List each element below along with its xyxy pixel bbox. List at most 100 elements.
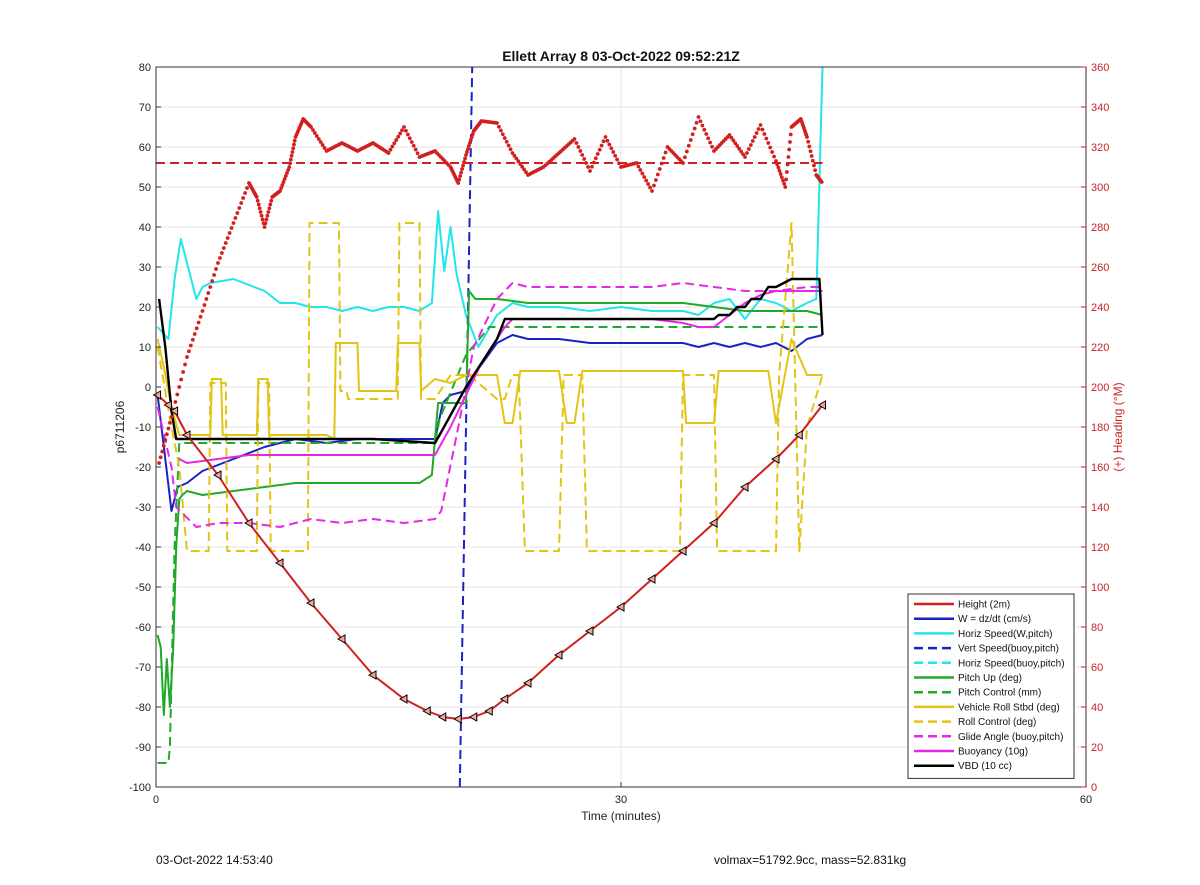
- y2-tick-label: 0: [1091, 782, 1097, 794]
- heading-point: [292, 138, 297, 143]
- heading-point: [588, 169, 592, 173]
- height-marker: [181, 430, 191, 440]
- heading-point: [582, 157, 587, 161]
- heading-point: [756, 127, 761, 131]
- heading-point: [394, 138, 399, 142]
- heading-point: [181, 370, 186, 374]
- heading-point: [739, 149, 744, 154]
- heading-point: [390, 144, 395, 149]
- heading-point: [508, 147, 513, 152]
- heading-point: [216, 261, 220, 265]
- y-axis-label: p6711206: [113, 400, 127, 453]
- heading-point: [221, 246, 226, 250]
- heading-point: [188, 343, 193, 348]
- heading-point: [760, 127, 765, 132]
- height-marker: [274, 558, 284, 568]
- heading-point: [262, 225, 267, 229]
- heading-point: [819, 180, 824, 184]
- y-tick-label: -10: [135, 422, 151, 434]
- heading-point: [259, 213, 264, 218]
- y-tick-label: -90: [135, 742, 151, 754]
- heading-point: [500, 132, 505, 137]
- heading-point: [243, 191, 248, 195]
- heading-point: [611, 150, 616, 154]
- height-marker: [677, 546, 687, 556]
- height-marker: [152, 390, 162, 400]
- height-marker: [817, 400, 826, 410]
- series-layer: [152, 66, 826, 788]
- heading-point: [465, 150, 469, 154]
- heading-point: [283, 174, 288, 178]
- heading-point: [653, 178, 658, 182]
- y-tick-label: 80: [139, 62, 151, 74]
- heading-point: [264, 217, 269, 222]
- heading-point: [457, 177, 462, 182]
- heading-point: [762, 132, 767, 136]
- heading-point: [812, 163, 816, 168]
- heading-point: [464, 153, 468, 157]
- y2-tick-label: 300: [1091, 182, 1109, 194]
- legend-label: Vert Speed(buoy,pitch): [958, 644, 1059, 655]
- legend-box: [907, 593, 1075, 779]
- legend: Height (2m) W = dz/dt (cm/s) Horiz Speed(W…: [907, 593, 1075, 779]
- height-marker: [169, 406, 179, 416]
- heading-point: [316, 137, 321, 141]
- heading-point: [161, 443, 166, 448]
- height-marker: [522, 678, 532, 688]
- heading-point: [650, 189, 654, 193]
- legend-label: Horiz Speed(W,pitch): [958, 629, 1052, 640]
- legend-label: Pitch Control (mm): [958, 688, 1041, 699]
- heading-point: [640, 171, 645, 176]
- heading-point: [458, 174, 463, 178]
- heading-point: [461, 163, 465, 168]
- y2-tick-label: 100: [1091, 582, 1109, 594]
- y2-tick-label: 140: [1091, 502, 1109, 514]
- heading-point: [200, 309, 205, 313]
- legend-label: Buoyancy (10g): [958, 747, 1028, 758]
- y-tick-label: 60: [139, 142, 151, 154]
- heading-point: [586, 165, 590, 169]
- height-marker: [794, 430, 803, 440]
- heading-point: [504, 139, 509, 144]
- height-marker: [499, 694, 509, 704]
- heading-point: [169, 415, 174, 419]
- heading-point: [158, 455, 163, 460]
- heading-point: [320, 143, 325, 147]
- heading-point: [605, 138, 610, 143]
- heading-point: [745, 151, 749, 155]
- heading-point: [185, 355, 189, 359]
- series-height-2m: [156, 394, 824, 720]
- heading-point: [407, 136, 412, 141]
- heading-point: [286, 168, 291, 172]
- heading-point: [646, 182, 651, 186]
- heading-point: [229, 226, 234, 230]
- heading-point: [288, 157, 293, 162]
- heading-point: [731, 138, 736, 143]
- heading-point: [512, 153, 517, 158]
- heading-point: [514, 156, 519, 161]
- heading-point: [806, 139, 811, 144]
- heading-point: [788, 140, 792, 144]
- heading-point: [214, 267, 218, 271]
- heading-point: [636, 164, 641, 169]
- heading-point: [768, 145, 773, 150]
- heading-point: [194, 326, 199, 331]
- heading-point: [590, 164, 594, 169]
- heading-point: [196, 320, 201, 325]
- heading-point: [227, 231, 232, 235]
- heading-point: [468, 138, 473, 142]
- heading-point: [595, 152, 600, 156]
- y2-tick-label: 220: [1091, 342, 1109, 354]
- y2-tick-label: 40: [1091, 702, 1103, 714]
- heading-point: [700, 123, 705, 128]
- heading-point: [578, 149, 583, 153]
- heading-point: [754, 131, 759, 135]
- heading-point: [402, 125, 406, 129]
- heading-point: [415, 151, 420, 156]
- y-tick-label: -80: [135, 702, 151, 714]
- height-marker: [584, 626, 594, 636]
- heading-point: [727, 133, 732, 137]
- heading-point: [256, 202, 261, 207]
- heading-point: [584, 161, 589, 165]
- y2-tick-label: 240: [1091, 302, 1109, 314]
